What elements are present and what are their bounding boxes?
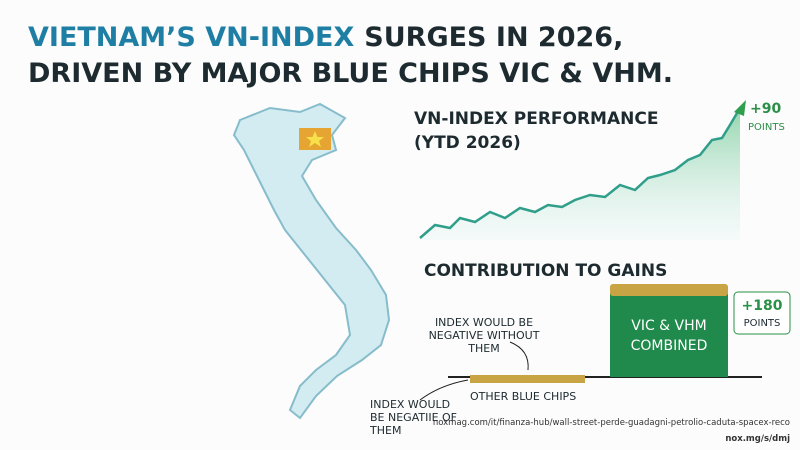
perf-heading: VN-INDEX PERFORMANCE (414, 109, 658, 129)
big-bar (610, 292, 728, 377)
small-bar-label: OTHER BLUE CHIPS (470, 390, 576, 403)
note-bottom: BE NEGATIIE OF (370, 411, 457, 424)
big-bar-label: COMBINED (631, 338, 708, 354)
perf-heading: (YTD 2026) (414, 133, 521, 153)
contribution-heading: CONTRIBUTION TO GAINS (424, 261, 667, 281)
star (306, 131, 324, 147)
gain: +90 (750, 101, 781, 117)
performance-line (419, 107, 742, 239)
note-top: INDEX WOULD BE (435, 316, 533, 329)
note-bottom: INDEX WOULD (370, 398, 450, 411)
source: nox.mg/s/dmj (725, 434, 790, 444)
note-top: THEM (467, 342, 499, 355)
note-arrow (419, 379, 469, 401)
small-bar (470, 375, 585, 383)
title-rest: SURGES IN 2026, (364, 22, 623, 53)
big-gain-unit: POINTS (744, 318, 781, 329)
gain-unit: POINTS (748, 122, 785, 133)
source: noxmag.com/it/finanza-hub/wall-street-pe… (433, 418, 790, 428)
note-arrow (509, 341, 529, 371)
vietnam-map (232, 102, 391, 420)
title-line-1: VIETNAM’S VN-INDEX SURGES IN 2026, (28, 22, 623, 53)
note-top: NEGATIVE WITHOUT (429, 329, 540, 342)
title-highlight: VIETNAM’S VN-INDEX (28, 22, 354, 53)
note-bottom: THEM (369, 424, 401, 437)
performance-area (420, 108, 740, 240)
arrow-head (734, 100, 746, 116)
callout (733, 291, 791, 335)
big-gain: +180 (742, 298, 783, 314)
big-bar-top (610, 284, 728, 296)
big-bar-label: VIC & VHM (631, 318, 706, 334)
title-line-2: DRIVEN BY MAJOR BLUE CHIPS VIC & VHM. (28, 58, 673, 89)
